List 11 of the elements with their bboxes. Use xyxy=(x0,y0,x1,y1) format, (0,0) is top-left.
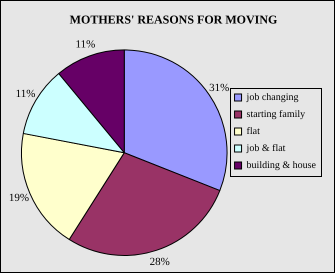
data-label: 19% xyxy=(8,192,30,204)
legend-label: job & flat xyxy=(246,143,286,154)
legend-label: flat xyxy=(246,126,260,138)
data-label: 11% xyxy=(76,38,96,51)
data-label: 28% xyxy=(150,256,170,268)
legend-label: job changing xyxy=(246,92,298,104)
data-label: 11% xyxy=(16,88,36,100)
chart-title: MOTHERS' REASONS FOR MOVING xyxy=(70,12,278,26)
legend-label: building & house xyxy=(246,160,317,172)
data-label: 31% xyxy=(209,82,230,94)
legend-label: starting family xyxy=(246,109,306,120)
